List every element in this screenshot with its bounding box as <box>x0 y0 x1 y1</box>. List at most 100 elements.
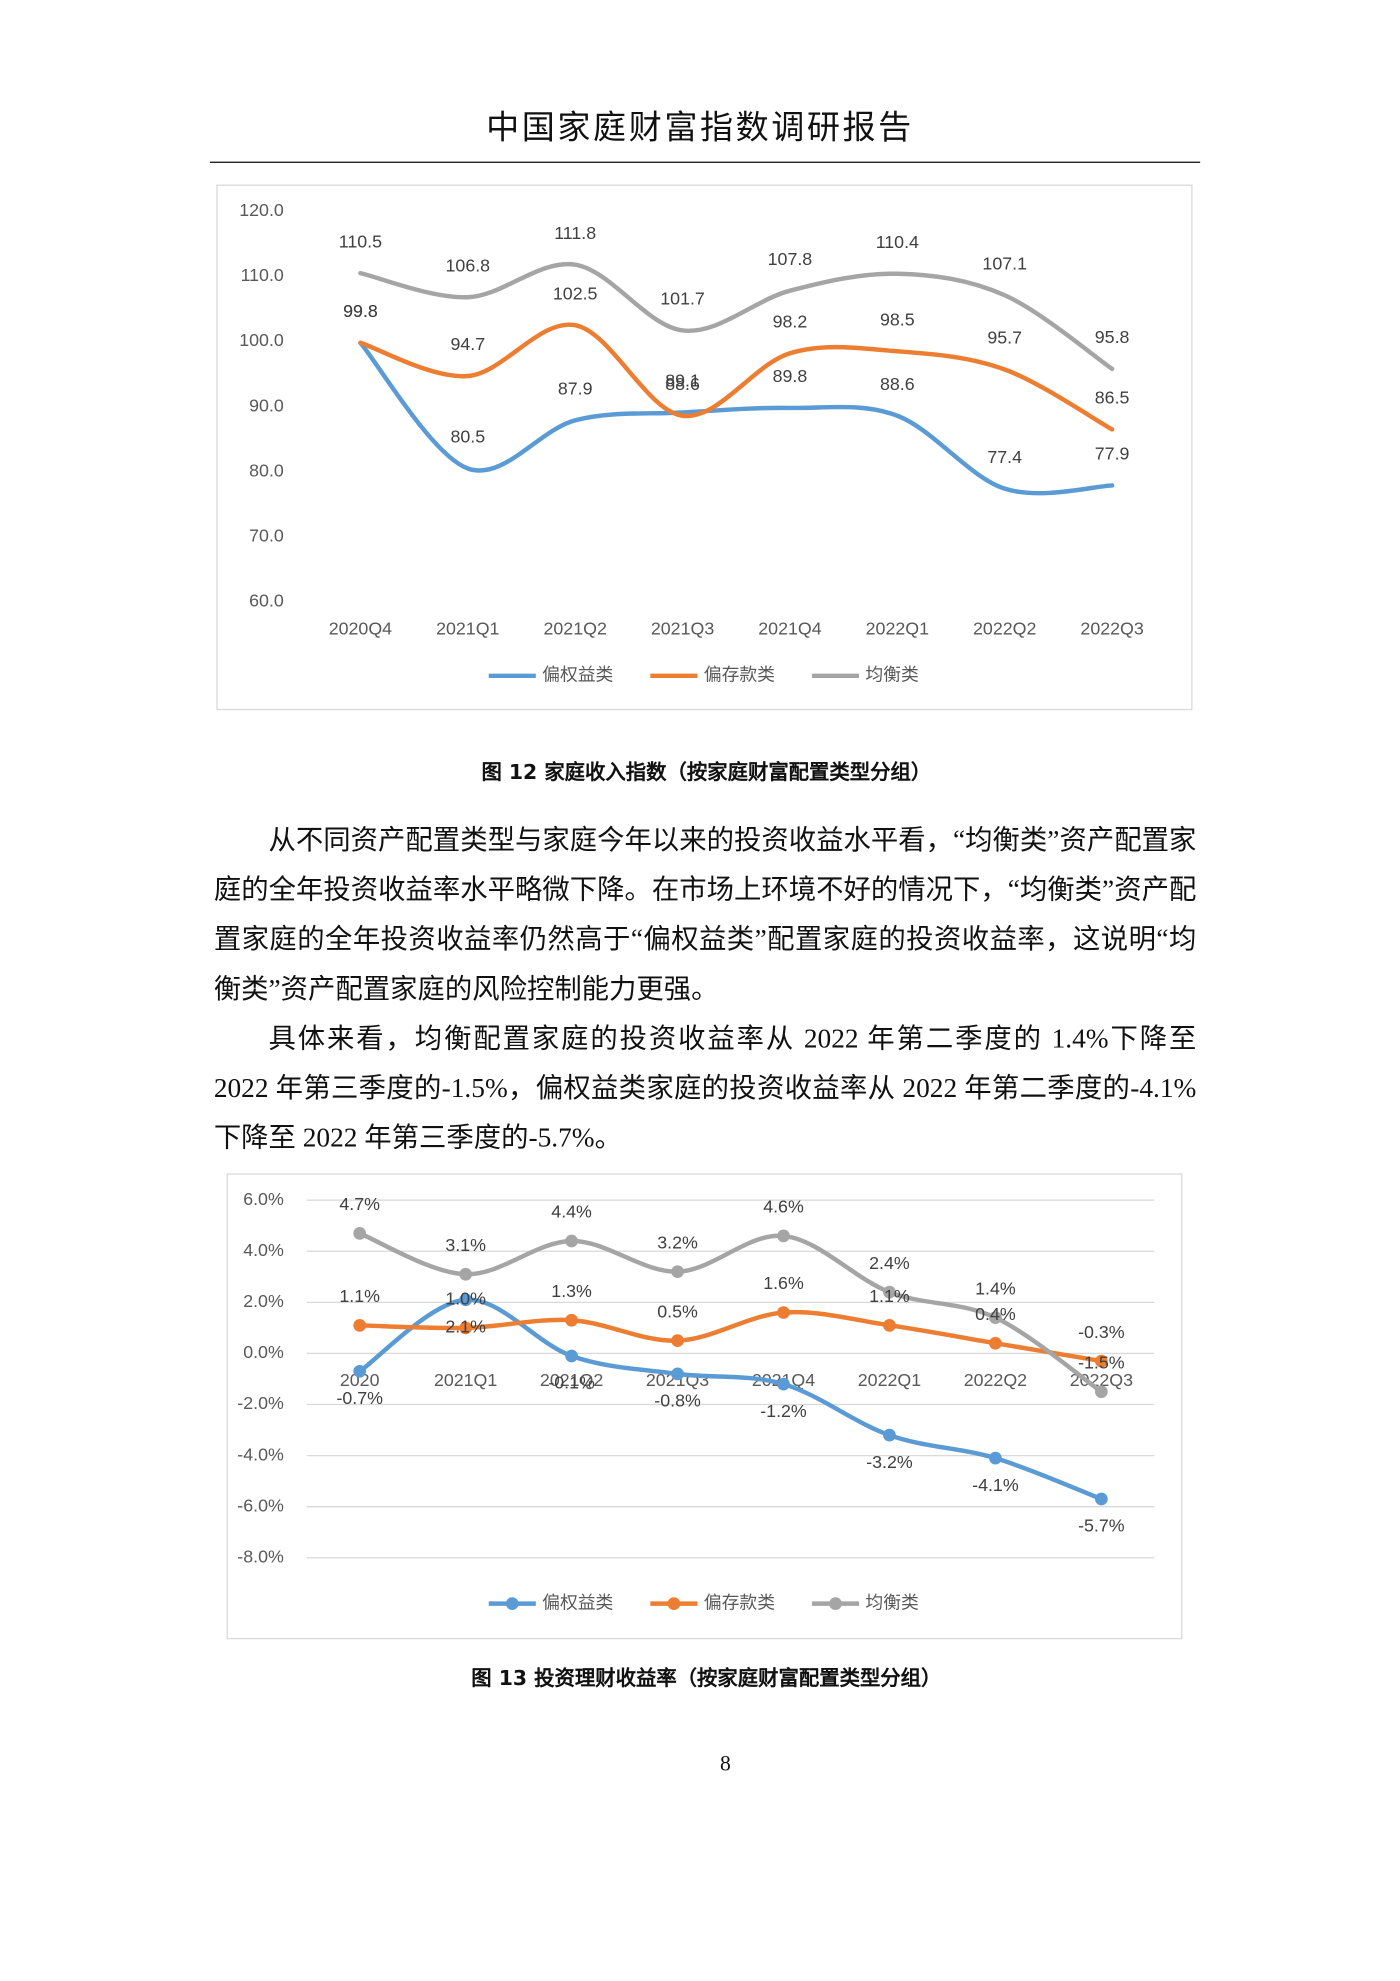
data-label: 1.6% <box>763 1273 804 1293</box>
data-point <box>777 1377 790 1391</box>
x-tick-label: 2022Q3 <box>1080 619 1143 639</box>
x-tick-label: 2022Q1 <box>866 619 929 639</box>
data-label: 110.4 <box>876 232 919 252</box>
x-tick-label: 2022Q2 <box>973 619 1036 639</box>
data-point <box>989 1336 1002 1350</box>
chart-frame: -8.0% -6.0% -4.0% -2.0% 0.0% 2.0% 4.0% 6.0% 2020… <box>226 1173 1183 1640</box>
data-label: 101.7 <box>660 289 705 309</box>
data-label: 98.5 <box>880 309 915 329</box>
y-tick-label: 80.0 <box>249 460 284 480</box>
data-label: 98.2 <box>773 311 808 331</box>
data-label: 4.7% <box>339 1194 380 1214</box>
y-tick-label: 90.0 <box>249 395 284 415</box>
legend-label: 偏存款类 <box>704 1592 775 1612</box>
data-point <box>989 1311 1002 1325</box>
chart: 60.0 70.0 80.0 90.0 100.0 110.0 120.0 2020Q4 202… <box>239 200 1144 685</box>
data-label: -0.7% <box>336 1388 383 1408</box>
data-label: 111.8 <box>554 223 596 243</box>
y-tick-label: 70.0 <box>249 526 284 546</box>
data-point <box>565 1349 578 1363</box>
data-point <box>353 1364 367 1378</box>
y-tick-label: 6.0% <box>243 1189 284 1209</box>
data-label: 1.4% <box>975 1278 1016 1298</box>
legend-label: 均衡类 <box>865 665 919 685</box>
y-tick-label: 110.0 <box>241 265 284 285</box>
data-label: 89.8 <box>773 366 808 386</box>
data-point <box>459 1267 473 1281</box>
x-tick-label: 2022Q1 <box>858 1370 921 1390</box>
data-label: 99.8 <box>343 301 378 321</box>
data-label: 88.6 <box>665 374 700 394</box>
data-label: 88.6 <box>880 374 915 394</box>
data-point <box>459 1293 473 1307</box>
x-tick-label: 2021Q2 <box>540 1370 603 1390</box>
data-label: 77.4 <box>987 447 1022 467</box>
data-label: -5.7% <box>1078 1516 1125 1536</box>
x-tick-label: 2021Q1 <box>434 1370 497 1390</box>
chart: -8.0% -6.0% -4.0% -2.0% 0.0% 2.0% 4.0% 6.0% 2020… <box>237 1189 1155 1612</box>
data-label: 110.5 <box>339 231 382 251</box>
data-point <box>671 1265 684 1279</box>
data-point <box>1094 1354 1108 1368</box>
data-point <box>353 1227 367 1240</box>
data-label: 77.9 <box>1095 444 1130 464</box>
figure-caption: 图 13 投资理财收益率（按家庭财富配置类型分组） <box>471 1665 942 1691</box>
data-point <box>565 1313 578 1327</box>
data-point <box>1094 1492 1108 1506</box>
figure-caption: 图 12 家庭收入指数（按家庭财富配置类型分组） <box>481 759 932 784</box>
x-tick-label: 2022Q3 <box>1070 1370 1133 1390</box>
data-label: -0.8% <box>654 1391 701 1411</box>
data-label: 106.8 <box>446 255 491 275</box>
data-point <box>883 1285 896 1299</box>
data-label: 1.1% <box>869 1286 910 1306</box>
data-label: -4.1% <box>972 1475 1019 1495</box>
y-tick-label: 0.0% <box>243 1342 284 1362</box>
data-point <box>671 1334 684 1348</box>
body-text: 从不同资产配置类型与家庭今年以来的投资收益水平看，“均衡类”资产配置家庭的全年投… <box>214 816 1197 1163</box>
header-rule <box>209 161 1201 163</box>
header-title: 中国家庭财富指数调研报告 <box>486 109 914 147</box>
data-label: 0.4% <box>975 1304 1016 1324</box>
y-tick-label: -8.0% <box>237 1546 284 1566</box>
data-label: 0.5% <box>657 1301 698 1321</box>
data-label: 1.3% <box>551 1281 592 1301</box>
data-label: -0.3% <box>1078 1322 1125 1342</box>
data-label: 107.1 <box>982 253 1027 273</box>
data-label: 4.6% <box>763 1197 804 1217</box>
legend-marker <box>667 1597 681 1610</box>
data-label: 99.8 <box>343 301 378 321</box>
data-label: -1.5% <box>1078 1352 1125 1372</box>
data-label: 2.1% <box>445 1316 486 1336</box>
data-point <box>777 1229 790 1243</box>
paragraph: 从不同资产配置类型与家庭今年以来的投资收益水平看，“均衡类”资产配置家庭的全年投… <box>213 824 1197 1005</box>
data-point <box>883 1318 896 1332</box>
x-tick-label: 2020 <box>340 1370 380 1390</box>
x-tick-label: 2021Q2 <box>544 619 607 639</box>
data-point <box>353 1318 367 1332</box>
legend-label: 偏权益类 <box>542 1592 613 1612</box>
data-label: -0.1% <box>548 1373 595 1393</box>
data-label: 89.1 <box>665 371 700 391</box>
data-label: 107.8 <box>768 249 813 269</box>
legend-marker <box>505 1597 519 1610</box>
x-tick-label: 2020Q4 <box>329 619 392 639</box>
y-tick-label: 2.0% <box>243 1291 284 1311</box>
data-label: 95.8 <box>1095 327 1130 347</box>
data-point <box>1094 1385 1108 1399</box>
series-line <box>357 1309 1104 1364</box>
data-point <box>459 1321 473 1335</box>
series-line <box>358 261 1115 372</box>
data-label: 95.7 <box>987 328 1022 348</box>
data-point <box>671 1367 684 1381</box>
data-label: -1.2% <box>760 1401 807 1421</box>
data-label: 1.0% <box>445 1289 486 1309</box>
y-tick-label: 60.0 <box>249 591 284 611</box>
x-tick-label: 2021Q1 <box>436 619 499 639</box>
series-line <box>358 340 1115 496</box>
legend-label: 偏权益类 <box>542 665 613 685</box>
data-point <box>883 1428 896 1442</box>
x-tick-label: 2021Q4 <box>758 619 821 639</box>
data-label: -3.2% <box>866 1452 913 1472</box>
